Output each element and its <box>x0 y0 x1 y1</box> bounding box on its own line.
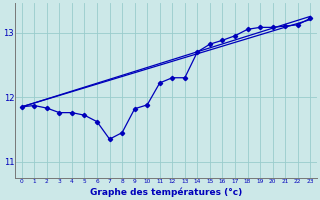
X-axis label: Graphe des températures (°c): Graphe des températures (°c) <box>90 187 242 197</box>
